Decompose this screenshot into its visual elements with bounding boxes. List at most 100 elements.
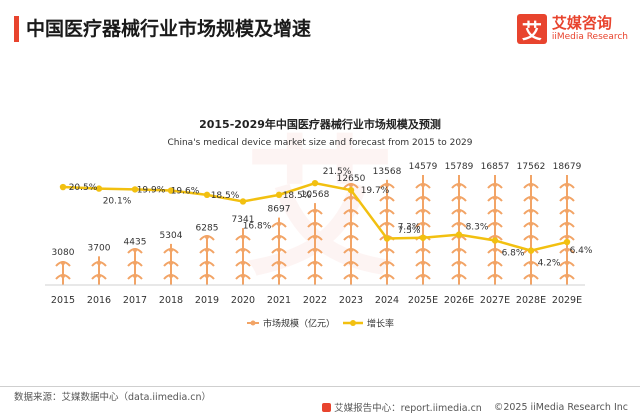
growth-rate-label: 21.5% [323, 167, 352, 177]
growth-rate-label: 20.1% [103, 197, 132, 207]
x-axis: 2015 2016 2017 2018 2019 2020 2021 2022 2023 2024… [45, 284, 585, 306]
bar [91, 256, 107, 285]
bar-value-label: 12650 [337, 174, 366, 184]
bar-segment-dot [565, 222, 569, 226]
bar-segment-dot [313, 235, 317, 239]
x-tick-label: 2025E [408, 295, 438, 306]
bar-segment-dot [565, 274, 569, 278]
bar-segment-dot [493, 261, 497, 265]
report-center-icon [322, 402, 332, 412]
legend-bar-icon-dot [250, 320, 256, 326]
legend-item-line: 增长率 [343, 318, 394, 330]
bar-segment-dot [349, 183, 353, 187]
bar-segment-dot [313, 222, 317, 226]
growth-point [275, 191, 283, 199]
growth-rate-label: 7.5% [398, 226, 421, 236]
growth-rate-label: 4.2% [538, 259, 561, 269]
bar-segment-dot [493, 196, 497, 200]
legend-line-label: 增长率 [367, 318, 394, 330]
bar-segment-dot [385, 196, 389, 200]
growth-point [491, 237, 499, 244]
bar-value-label: 7341 [232, 215, 255, 225]
bar-segment-dot [565, 209, 569, 213]
bar-segment-dot [529, 235, 533, 239]
growth-point [239, 198, 247, 205]
bar-segment-dot [205, 274, 209, 278]
growth-rate-label: 16.8% [243, 221, 272, 231]
bar-segment-dot [457, 261, 461, 265]
page-title: 中国医疗器械行业市场规模及增速 [26, 18, 312, 40]
bar-value-label: 6285 [196, 223, 219, 233]
bar-series [55, 175, 575, 285]
growth-point [563, 238, 571, 246]
x-tick-label: 2020 [231, 295, 255, 306]
legend-bar-label: 市场规模（亿元） [263, 318, 335, 330]
bar [559, 175, 575, 285]
bar [235, 228, 251, 285]
bar-segment-dot [529, 196, 533, 200]
brand-name-cn: 艾媒咨询 [551, 14, 612, 32]
x-tick-label: 2024 [375, 295, 399, 306]
x-tick-label: 2016 [87, 295, 111, 306]
bar-segment-dot [385, 274, 389, 278]
bar-segment-dot [97, 261, 101, 265]
bar-segment-dot [493, 183, 497, 187]
bar-segment-dot [349, 209, 353, 213]
bar-segment-dot [421, 261, 425, 265]
bar-segment-dot [277, 235, 281, 239]
bar-value-label: 17562 [517, 162, 546, 172]
x-tick-label: 2022 [303, 295, 327, 306]
bar-segment-dot [241, 274, 245, 278]
bar-segment-dot [565, 235, 569, 239]
bar-segment-dot [493, 248, 497, 252]
bar-segment-dot [61, 274, 65, 278]
bar [307, 203, 323, 285]
report-center-text: 艾媒报告中心：report.iimedia.cn [334, 403, 482, 414]
bar-segment-dot [385, 261, 389, 265]
bar [55, 261, 71, 285]
x-tick-label: 2026E [444, 295, 474, 306]
bar-segment-dot [349, 261, 353, 265]
bar [199, 235, 215, 285]
growth-point [167, 187, 175, 194]
growth-point [59, 183, 67, 191]
growth-rate-label: 7.3% [398, 223, 421, 233]
growth-rate-label: 19.6% [171, 187, 200, 197]
bar-segment-dot [349, 196, 353, 200]
growth-point [95, 185, 103, 192]
growth-point [455, 231, 463, 238]
growth-rate-label: 19.7% [361, 186, 390, 196]
bar [415, 175, 431, 285]
growth-point [419, 234, 427, 241]
bar-segment-dot [205, 248, 209, 252]
bar-segment-dot [277, 222, 281, 226]
bar [487, 175, 503, 285]
bar-segment-dot [133, 274, 137, 278]
bar-value-label: 13568 [373, 167, 402, 177]
bar-segment-dot [493, 209, 497, 213]
bar-value-label: 5304 [160, 231, 183, 241]
growth-rate-label: 20.5% [69, 183, 98, 193]
bar-segment-dot [421, 274, 425, 278]
bar-value-label: 3700 [88, 243, 111, 253]
growth-point [203, 191, 211, 199]
bar-segment-dot [421, 248, 425, 252]
bar-segment-dot [565, 248, 569, 252]
growth-rate-labels: 20.5% 20.1% 19.9% 19.6% 18.5% 16.8% 18.5% 21.5%… [69, 167, 593, 268]
bar-segment-dot [493, 222, 497, 226]
bar-segment-dot [277, 248, 281, 252]
bar-segment-dot [241, 261, 245, 265]
bar-segment-dot [205, 261, 209, 265]
growth-point [383, 235, 391, 242]
growth-rate-label: 18.5% [211, 191, 240, 201]
bar-segment-dot [205, 235, 209, 239]
growth-rate-label: 6.4% [570, 246, 593, 256]
bar-segment-dot [169, 261, 173, 265]
x-tick-label: 2018 [159, 295, 183, 306]
growth-rate-label: 8.3% [466, 223, 489, 233]
bar-segment-dot [313, 274, 317, 278]
bar-value-label: 3080 [52, 248, 75, 258]
growth-rate-label: 19.9% [137, 185, 166, 195]
bar [451, 175, 467, 285]
watermark-logo: 艾 [170, 110, 470, 310]
